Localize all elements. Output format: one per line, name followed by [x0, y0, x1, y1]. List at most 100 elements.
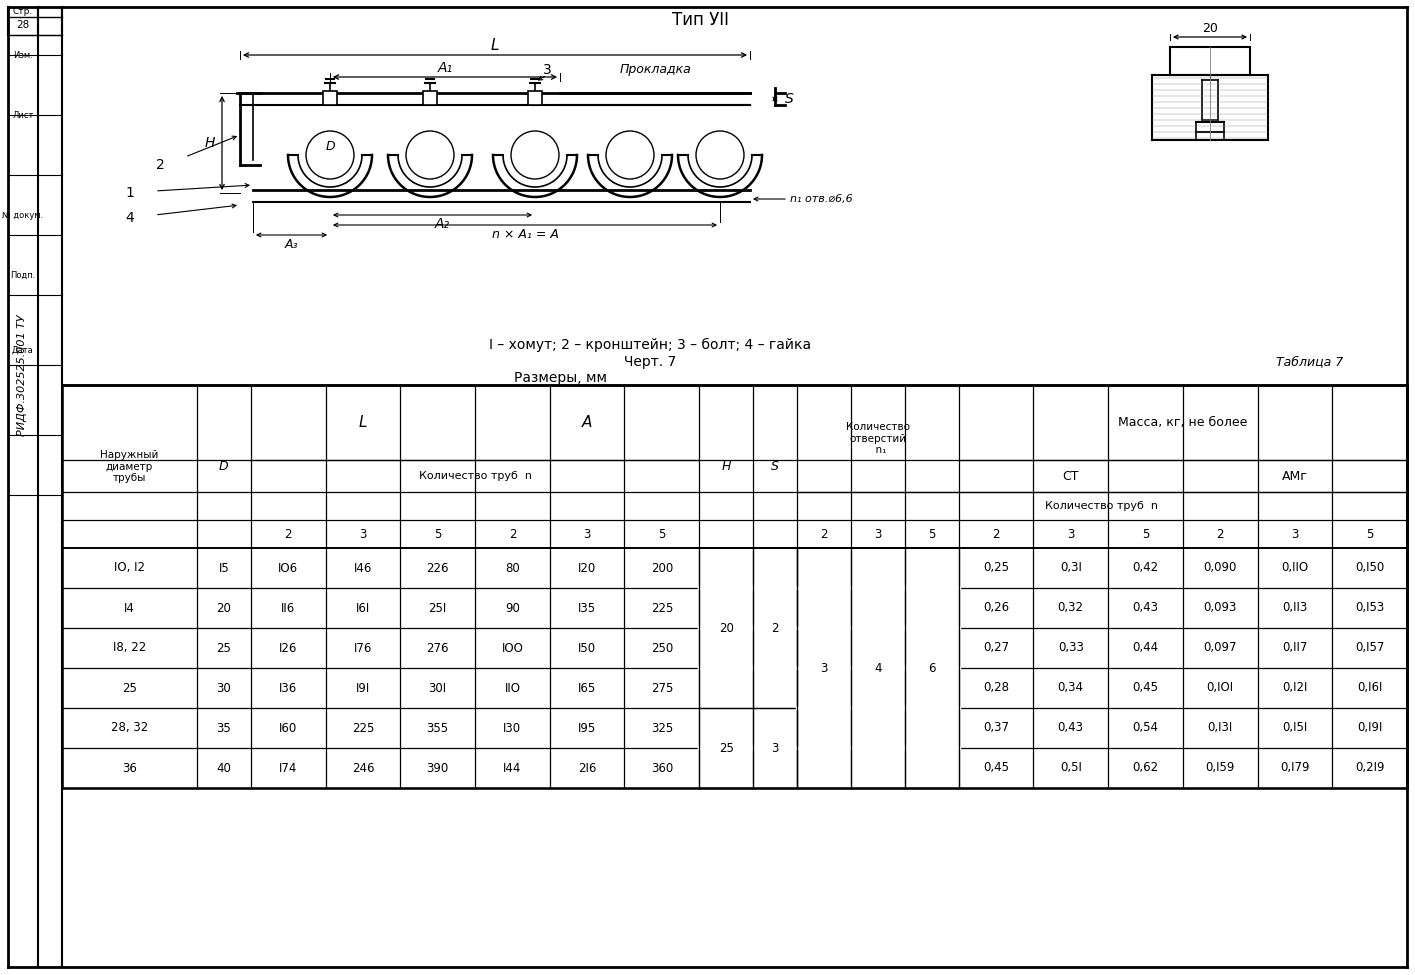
Text: n × A₁ = A: n × A₁ = A: [491, 228, 559, 242]
Text: A₃: A₃: [284, 238, 299, 251]
Text: S: S: [785, 92, 794, 106]
Text: Количество труб  n: Количество труб n: [1046, 501, 1159, 511]
Text: 0,37: 0,37: [983, 722, 1009, 734]
Text: II6: II6: [282, 602, 296, 614]
Text: 0,62: 0,62: [1132, 761, 1159, 774]
Text: 0,I5I: 0,I5I: [1282, 722, 1307, 734]
Text: 30I: 30I: [429, 682, 447, 694]
Text: I65: I65: [577, 682, 596, 694]
Text: A₂: A₂: [434, 217, 450, 231]
Text: 325: 325: [651, 722, 674, 734]
Text: Количество труб  n: Количество труб n: [419, 471, 532, 481]
Text: 3: 3: [583, 527, 591, 540]
Text: 225: 225: [651, 602, 674, 614]
Text: 28: 28: [17, 20, 30, 30]
Text: Изм.: Изм.: [13, 51, 33, 59]
Text: IIO: IIO: [504, 682, 521, 694]
Text: 0,I9I: 0,I9I: [1357, 722, 1382, 734]
Text: I4: I4: [125, 602, 134, 614]
Text: 80: 80: [505, 562, 519, 574]
Text: I – хомут; 2 – кронштейн; 3 – болт; 4 – гайка: I – хомут; 2 – кронштейн; 3 – болт; 4 – …: [490, 338, 811, 352]
Text: АМг: АМг: [1282, 470, 1307, 483]
Text: 20: 20: [216, 602, 231, 614]
Bar: [528, 91, 542, 105]
Text: 246: 246: [352, 761, 374, 774]
Text: A: A: [582, 415, 593, 430]
Text: 25I: 25I: [429, 602, 447, 614]
Text: 0,097: 0,097: [1203, 642, 1237, 654]
Text: I74: I74: [279, 761, 297, 774]
Text: 4: 4: [126, 211, 134, 225]
Text: 226: 226: [426, 562, 449, 574]
Text: I44: I44: [504, 761, 522, 774]
Text: 0,32: 0,32: [1058, 602, 1084, 614]
Text: 6: 6: [928, 661, 935, 675]
Text: 355: 355: [427, 722, 449, 734]
Text: 0,28: 0,28: [983, 682, 1009, 694]
Text: 0,34: 0,34: [1058, 682, 1084, 694]
Text: 2: 2: [992, 527, 1000, 540]
Text: 3: 3: [874, 527, 882, 540]
Text: 25: 25: [216, 642, 231, 654]
Text: 360: 360: [651, 761, 674, 774]
Bar: [423, 91, 437, 105]
Text: IO, I2: IO, I2: [115, 562, 144, 574]
Text: Таблица 7: Таблица 7: [1276, 356, 1344, 369]
Text: 0,IOI: 0,IOI: [1207, 682, 1234, 694]
Text: 2: 2: [284, 527, 291, 540]
Text: 3: 3: [821, 661, 828, 675]
Text: I76: I76: [354, 642, 372, 654]
Text: 0,I53: 0,I53: [1356, 602, 1384, 614]
Text: 5: 5: [434, 527, 441, 540]
Text: I5: I5: [218, 562, 229, 574]
Text: 0,42: 0,42: [1132, 562, 1159, 574]
Text: D: D: [325, 140, 335, 153]
Text: IO6: IO6: [279, 562, 299, 574]
Text: 0,I3I: 0,I3I: [1207, 722, 1232, 734]
Text: 0,I79: 0,I79: [1281, 761, 1310, 774]
Text: 0,43: 0,43: [1058, 722, 1084, 734]
Text: 5: 5: [1142, 527, 1149, 540]
Text: 0,5I: 0,5I: [1060, 761, 1081, 774]
Text: 390: 390: [426, 761, 449, 774]
Text: 0,093: 0,093: [1204, 602, 1237, 614]
Text: 0,33: 0,33: [1058, 642, 1084, 654]
Text: Лист: Лист: [13, 110, 34, 120]
Text: 20: 20: [1203, 22, 1218, 35]
Text: 5: 5: [1365, 527, 1374, 540]
Text: 30: 30: [216, 682, 231, 694]
Text: 225: 225: [352, 722, 374, 734]
Text: 0,3I: 0,3I: [1060, 562, 1081, 574]
Text: 276: 276: [426, 642, 449, 654]
Text: 0,45: 0,45: [1132, 682, 1159, 694]
Text: 2: 2: [821, 527, 828, 540]
Text: I30: I30: [504, 722, 522, 734]
Text: 2: 2: [508, 527, 516, 540]
Text: 2: 2: [771, 621, 778, 635]
Text: СТ: СТ: [1063, 470, 1080, 483]
Text: 275: 275: [651, 682, 674, 694]
Text: Черт. 7: Черт. 7: [624, 355, 676, 369]
Text: Стр.: Стр.: [13, 8, 33, 17]
Text: 5: 5: [928, 527, 935, 540]
Text: № докум.: № докум.: [3, 211, 44, 219]
Text: Наружный
диаметр
трубы: Наружный диаметр трубы: [100, 449, 158, 483]
Text: 200: 200: [651, 562, 674, 574]
Text: I9I: I9I: [355, 682, 371, 694]
Text: 2I6: 2I6: [577, 761, 596, 774]
Text: I60: I60: [279, 722, 297, 734]
Text: 2: 2: [1217, 527, 1224, 540]
Text: Тип УII: Тип УII: [672, 11, 729, 29]
Text: 20: 20: [719, 621, 733, 635]
Text: 0,44: 0,44: [1132, 642, 1159, 654]
Text: 3: 3: [771, 742, 778, 755]
Text: I95: I95: [577, 722, 596, 734]
Text: n₁ отв.⌀6,6: n₁ отв.⌀6,6: [790, 194, 853, 204]
Text: S: S: [771, 460, 778, 473]
Text: H: H: [205, 136, 215, 150]
Text: L: L: [491, 37, 499, 53]
Text: 3: 3: [1067, 527, 1074, 540]
Text: 0,I6I: 0,I6I: [1357, 682, 1382, 694]
Text: 3: 3: [359, 527, 366, 540]
Text: 250: 250: [651, 642, 674, 654]
